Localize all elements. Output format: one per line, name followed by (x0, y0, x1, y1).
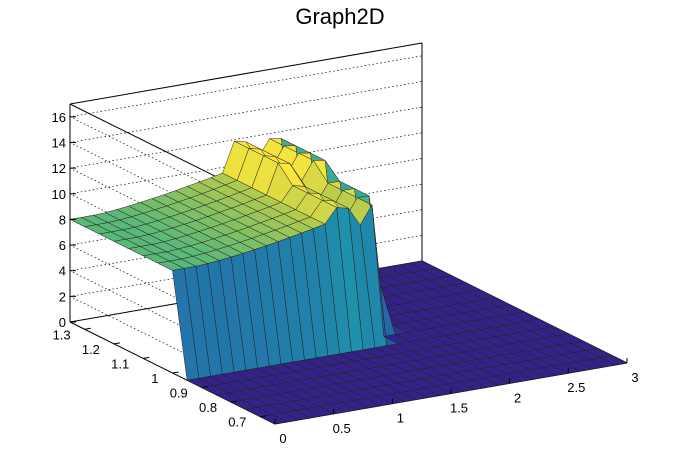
y-tick-label: 0.9 (170, 386, 188, 401)
z-tick-label: 2 (59, 289, 66, 304)
z-tick-label: 12 (52, 161, 66, 176)
y-tick-label: 0.8 (199, 400, 217, 415)
z-tick-label: 6 (59, 238, 66, 253)
y-tick-mark (84, 327, 91, 330)
z-tick-label: 16 (52, 110, 66, 125)
x-tick-label: 3 (631, 370, 638, 385)
y-tick-mark (113, 342, 121, 345)
y-tick-mark (172, 371, 179, 374)
y-tick-mark (260, 415, 267, 418)
y-tick-label: 1.1 (111, 356, 129, 371)
y-tick-mark (230, 400, 238, 403)
y-tick-label: 1 (151, 371, 158, 386)
y-tick-mark (201, 386, 208, 389)
x-tick-label: 2 (514, 390, 521, 405)
z-tick-label: 0 (59, 315, 66, 330)
x-tick-label: 0 (279, 431, 286, 446)
chart-title: Graph2D (295, 4, 384, 29)
box-edge (69, 42, 423, 105)
y-tick-label: 1.2 (82, 342, 100, 357)
x-tick-label: 1.5 (450, 401, 468, 416)
y-tick-label: 0.7 (228, 415, 246, 430)
surface-cell (599, 355, 628, 366)
y-tick-label: 1.3 (53, 327, 71, 342)
x-tick-label: 2.5 (567, 380, 585, 395)
x-tick-label: 1 (397, 411, 404, 426)
z-tick-label: 10 (52, 187, 66, 202)
z-tick-label: 14 (52, 135, 66, 150)
x-tick-label: 0.5 (333, 421, 351, 436)
z-tick-label: 4 (59, 264, 66, 279)
y-tick-mark (143, 356, 150, 359)
z-tick-label: 8 (59, 212, 66, 227)
tick-layer: 00.511.522.530.70.80.911.11.21.302468101… (52, 110, 639, 446)
surface-layer (69, 138, 628, 425)
